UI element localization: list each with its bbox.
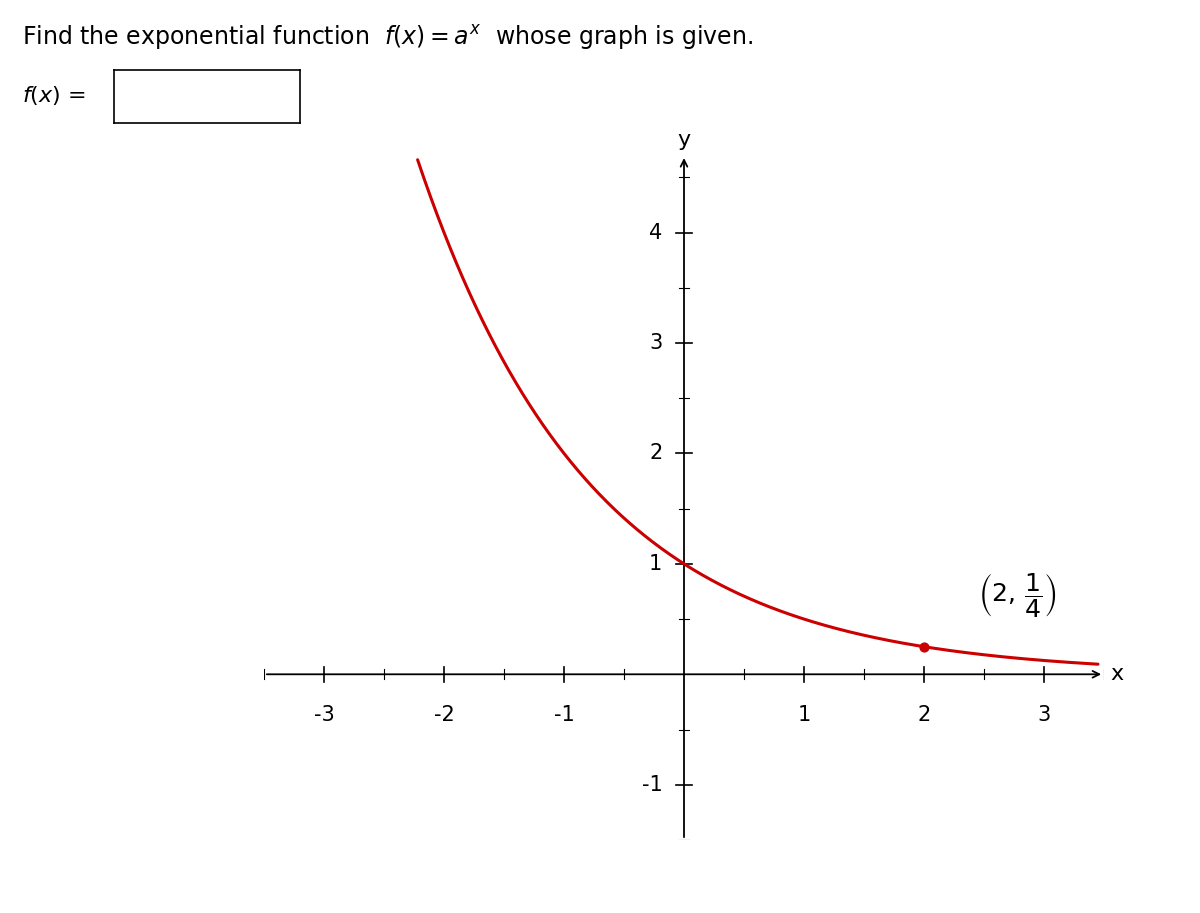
Text: 4: 4 xyxy=(649,223,662,243)
Text: 3: 3 xyxy=(1037,705,1051,725)
Text: 1: 1 xyxy=(649,554,662,574)
Text: $f(x)$ =: $f(x)$ = xyxy=(22,84,85,108)
Text: -1: -1 xyxy=(642,775,662,794)
Text: Find the exponential function  $f(x) = a^x$  whose graph is given.: Find the exponential function $f(x) = a^… xyxy=(22,23,752,52)
Text: x: x xyxy=(1110,665,1123,685)
Text: -1: -1 xyxy=(553,705,575,725)
Point xyxy=(914,639,934,654)
Text: 1: 1 xyxy=(797,705,811,725)
Text: -2: -2 xyxy=(433,705,455,725)
Text: 2: 2 xyxy=(649,444,662,464)
Text: 2: 2 xyxy=(917,705,931,725)
Text: y: y xyxy=(678,130,690,150)
Text: 3: 3 xyxy=(649,333,662,353)
Text: $\left(2,\,\dfrac{1}{4}\right)$: $\left(2,\,\dfrac{1}{4}\right)$ xyxy=(978,571,1056,619)
Text: -3: -3 xyxy=(313,705,335,725)
